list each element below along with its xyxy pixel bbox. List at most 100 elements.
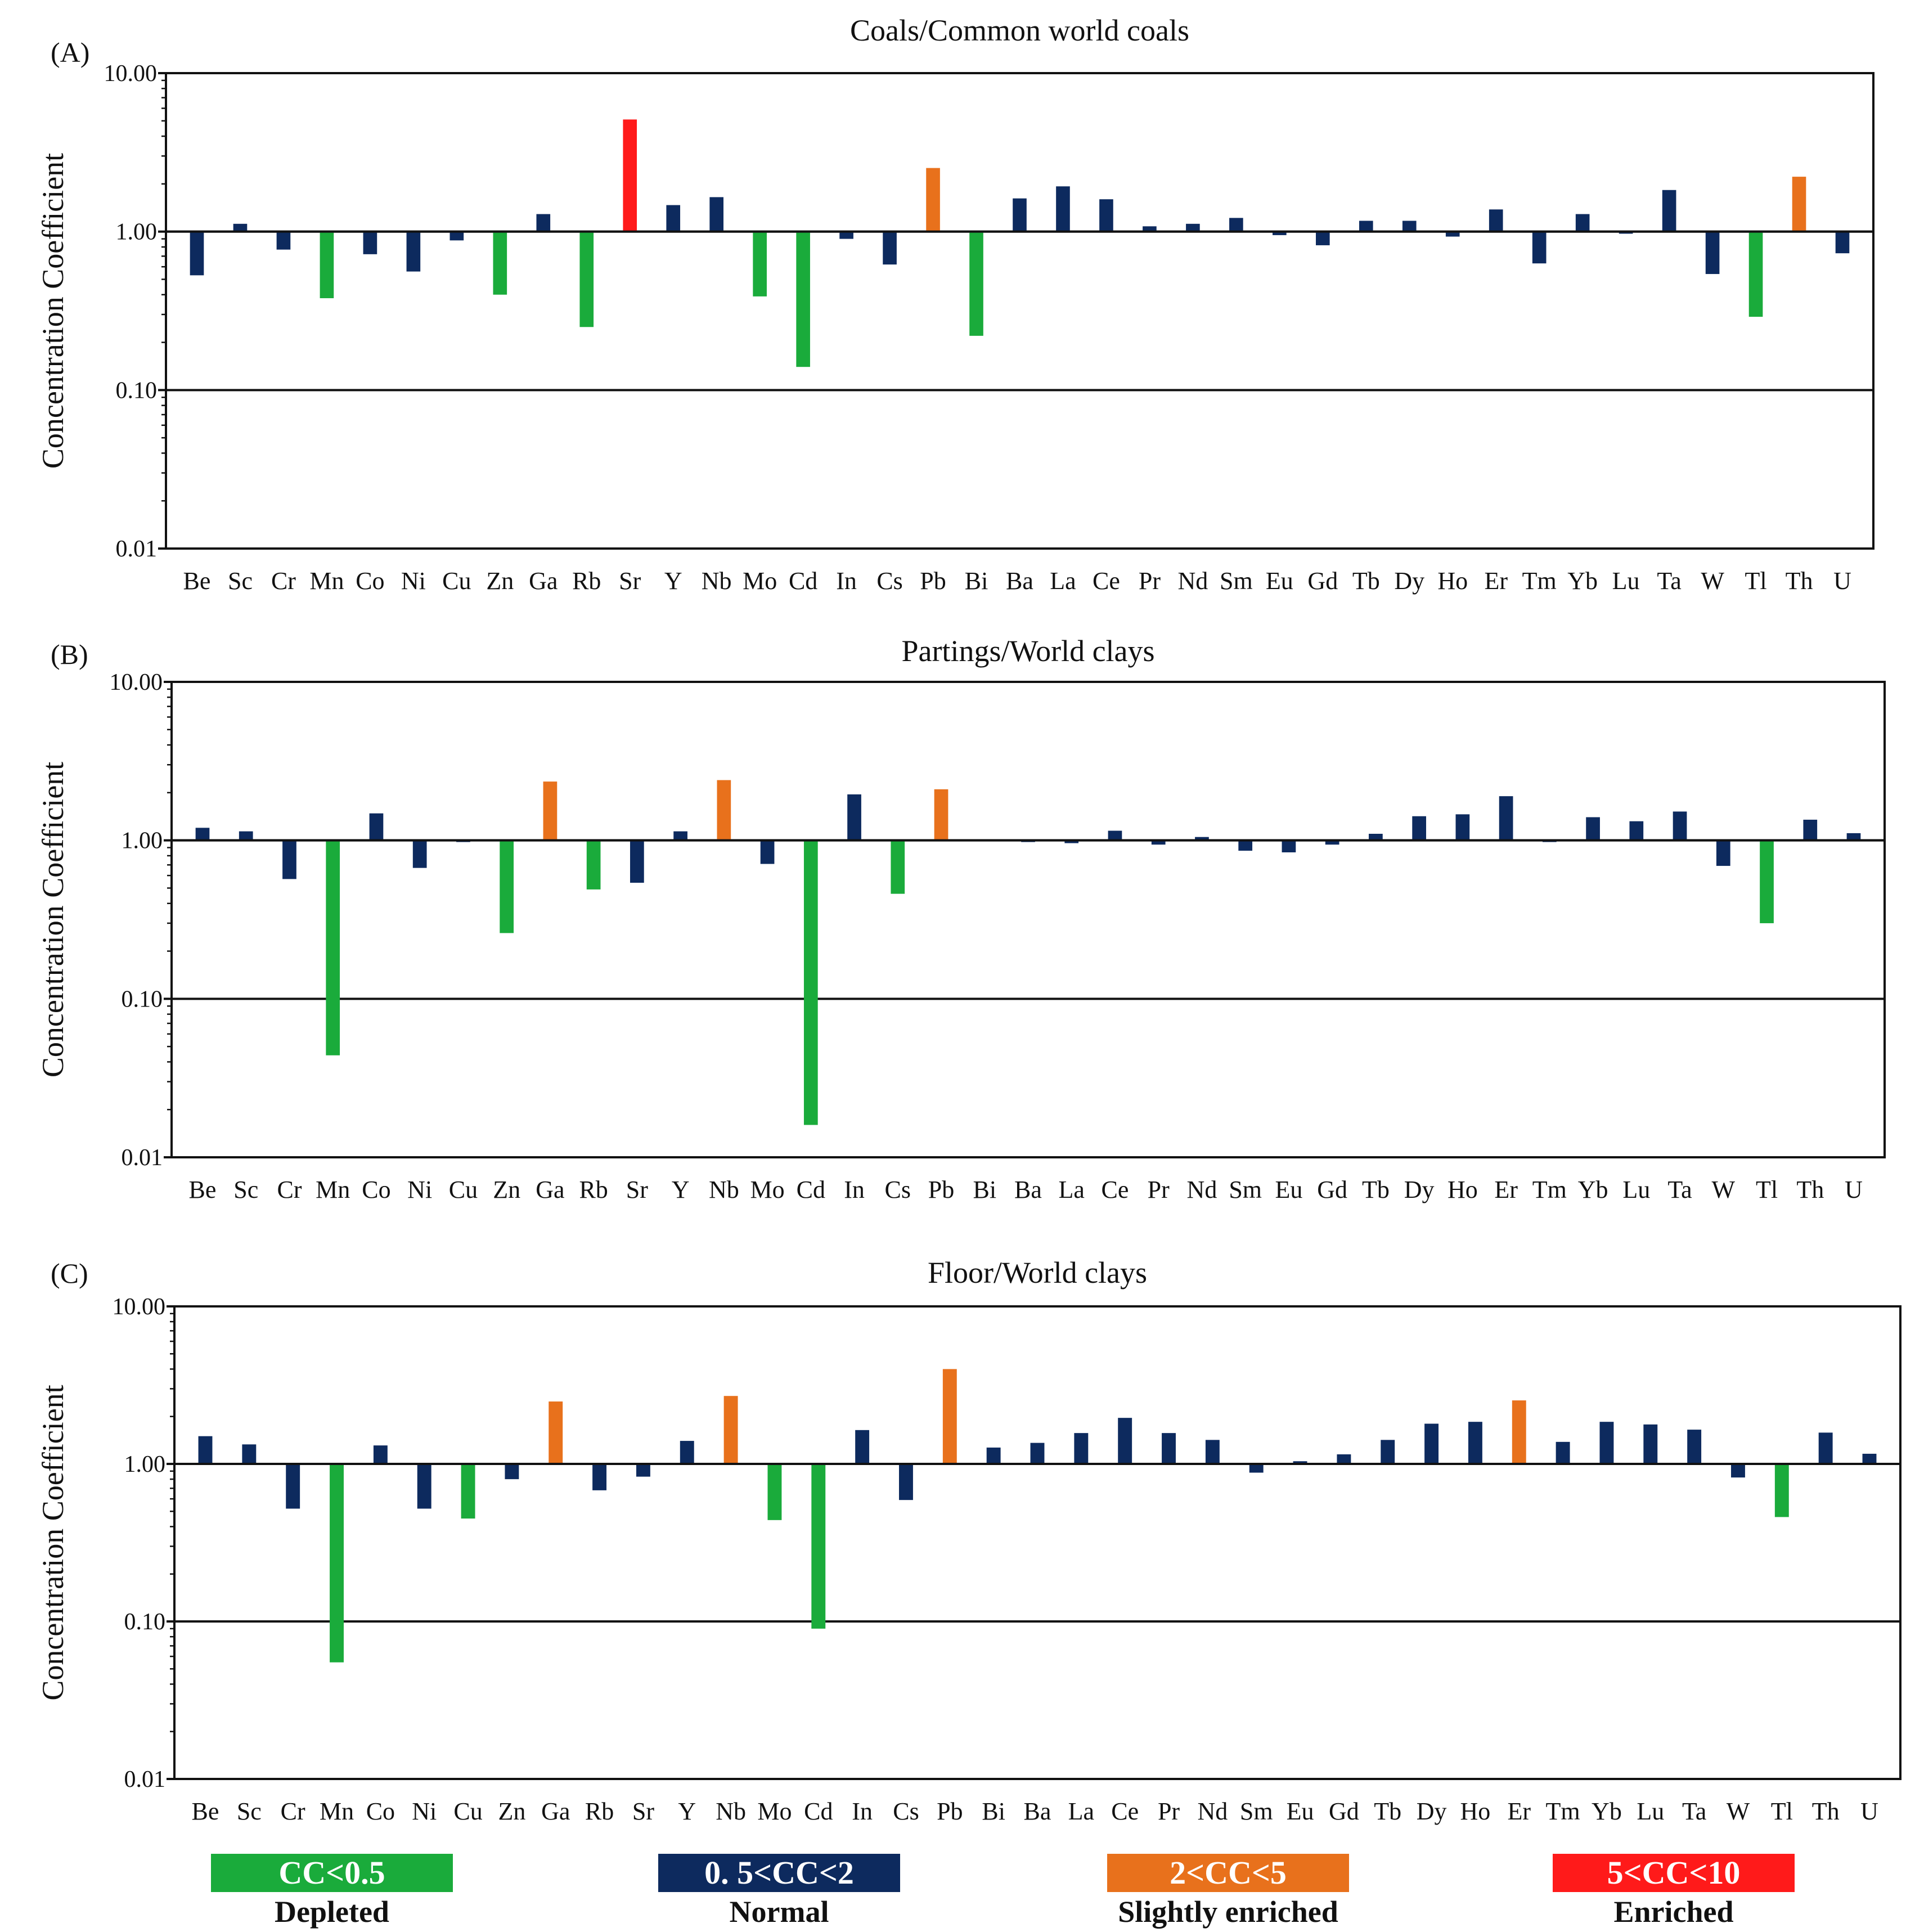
bar-sr	[630, 840, 644, 883]
bar-zn	[493, 231, 507, 295]
x-tick-label: Gd	[1307, 567, 1338, 595]
x-tick-label: Cr	[277, 1176, 302, 1203]
bar-tb	[1381, 1440, 1395, 1464]
bar-pb	[926, 168, 940, 232]
bar-la	[1056, 186, 1070, 232]
x-tick-label: Ga	[529, 567, 558, 595]
bar-ta	[1662, 190, 1676, 232]
x-tick-label: Cd	[789, 567, 817, 595]
x-tick-label: Pr	[1148, 1176, 1170, 1203]
x-tick-label: Yb	[1567, 567, 1598, 595]
bar-nd	[1205, 1440, 1220, 1464]
bar-lu	[1629, 821, 1644, 841]
x-tick-label: In	[836, 567, 857, 595]
x-tick-label: Be	[189, 1176, 217, 1203]
x-tick-label: Pb	[920, 567, 946, 595]
bar-zn	[505, 1464, 519, 1480]
bar-mo	[760, 840, 775, 864]
x-tick-label: Rb	[579, 1176, 608, 1203]
bar-cs	[899, 1464, 913, 1500]
x-tick-label: Ba	[1024, 1798, 1051, 1825]
bar-w	[1731, 1464, 1745, 1478]
x-tick-label: Sr	[626, 1176, 648, 1203]
bar-cs	[883, 231, 897, 265]
bar-ni	[417, 1464, 431, 1509]
bar-mn	[326, 840, 340, 1055]
bar-y	[666, 205, 681, 232]
legend-label-normal: Normal	[729, 1895, 829, 1929]
bar-nb	[717, 780, 731, 841]
x-tick-label: Gd	[1329, 1798, 1359, 1825]
x-tick-label: Ta	[1657, 567, 1681, 595]
x-tick-label: Ni	[407, 1176, 432, 1203]
bar-cd	[803, 840, 818, 1125]
y-tick-label: 1.00	[116, 219, 158, 245]
bar-gd	[1316, 231, 1330, 245]
y-tick-label: 0.01	[124, 1767, 166, 1792]
panel-label: (C)	[51, 1257, 88, 1289]
x-tick-label: Tl	[1745, 567, 1766, 595]
x-tick-label: Ga	[541, 1798, 570, 1825]
bar-zn	[500, 840, 514, 933]
bar-ba	[1030, 1443, 1045, 1464]
bar-in	[839, 231, 853, 239]
x-tick-label: Be	[183, 567, 211, 595]
x-tick-label: Be	[192, 1798, 219, 1825]
bar-ce	[1108, 830, 1122, 841]
bar-mo	[767, 1464, 782, 1520]
bar-dy	[1412, 816, 1426, 841]
bar-sc	[239, 831, 253, 841]
x-tick-label: Dy	[1417, 1798, 1447, 1825]
x-tick-label: Nb	[709, 1176, 739, 1203]
x-tick-label: Lu	[1637, 1798, 1664, 1825]
x-tick-label: Ta	[1667, 1176, 1692, 1203]
bar-nb	[723, 1396, 738, 1464]
x-tick-label: Tm	[1522, 567, 1557, 595]
x-tick-label: Cs	[893, 1798, 919, 1825]
x-tick-label: Pb	[928, 1176, 954, 1203]
y-tick-label: 10.00	[104, 61, 158, 87]
y-tick-label: 0.10	[116, 378, 158, 403]
bar-y	[673, 831, 687, 841]
x-tick-label: Th	[1812, 1798, 1840, 1825]
x-tick-label: Gd	[1317, 1176, 1347, 1203]
x-tick-label: Cs	[885, 1176, 911, 1203]
x-tick-label: Ho	[1460, 1798, 1491, 1825]
x-tick-label: Cr	[281, 1798, 305, 1825]
bar-th	[1818, 1432, 1833, 1464]
x-tick-label: Nb	[702, 567, 732, 595]
bar-cu	[449, 231, 464, 241]
x-tick-label: Sr	[632, 1798, 654, 1825]
bar-pr	[1162, 1433, 1176, 1464]
x-tick-label: Ce	[1111, 1798, 1139, 1825]
x-tick-label: Tb	[1374, 1798, 1401, 1825]
y-tick-label: 0.01	[122, 1145, 163, 1171]
y-tick-label: 0.01	[116, 536, 158, 562]
bar-nd	[1195, 837, 1209, 841]
bar-gd	[1337, 1454, 1351, 1464]
bar-tm	[1556, 1441, 1570, 1464]
x-tick-label: W	[1701, 567, 1724, 595]
x-tick-label: Mn	[309, 567, 344, 595]
bar-w	[1705, 231, 1720, 275]
bar-bi	[969, 231, 983, 336]
x-tick-label: Nd	[1187, 1176, 1217, 1203]
bar-ga	[536, 214, 551, 232]
x-tick-label: Mn	[316, 1176, 350, 1203]
x-tick-label: U	[1833, 567, 1851, 595]
bar-be	[198, 1436, 213, 1464]
x-tick-label: Th	[1796, 1176, 1824, 1203]
legend-label-enriched: Enriched	[1613, 1895, 1734, 1929]
bar-sm	[1229, 218, 1243, 232]
x-tick-label: In	[844, 1176, 865, 1203]
bar-sr	[636, 1464, 650, 1477]
bar-eu	[1273, 231, 1287, 235]
bar-u	[1835, 231, 1850, 254]
legend-item-normal: 0. 5<CC<2 Normal	[658, 1854, 900, 1929]
bar-ta	[1673, 811, 1687, 841]
x-tick-label: Y	[672, 1176, 690, 1203]
x-tick-label: Sc	[228, 567, 253, 595]
x-tick-label: W	[1727, 1798, 1750, 1825]
bar-eu	[1293, 1461, 1307, 1464]
